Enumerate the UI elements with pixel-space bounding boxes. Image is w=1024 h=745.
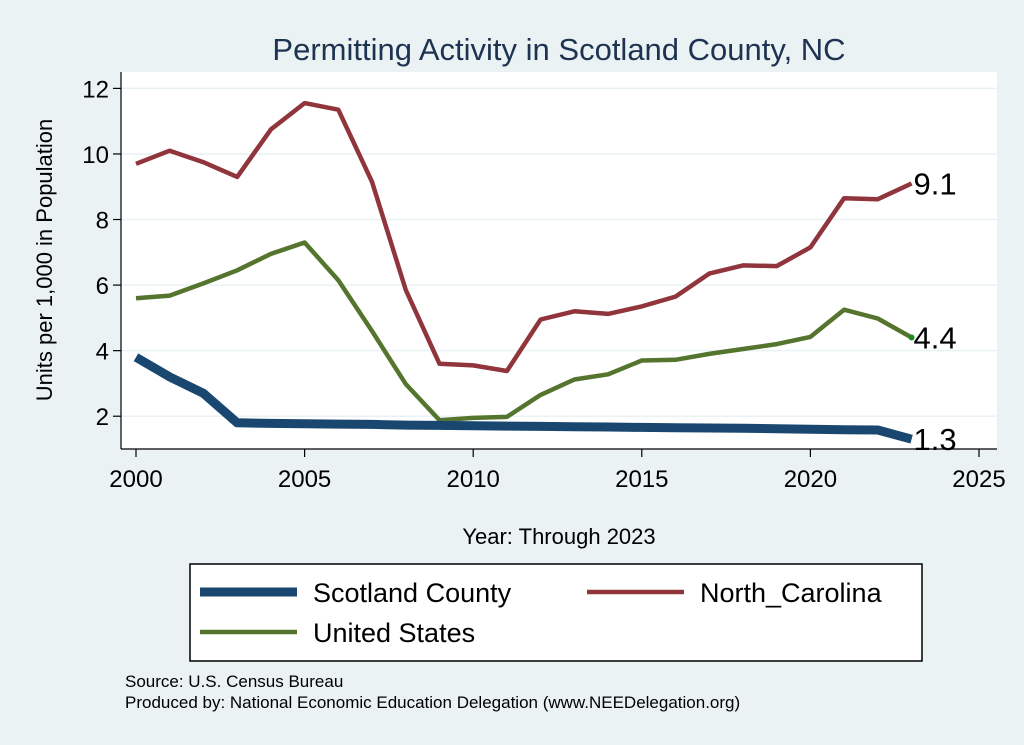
end-label-north-carolina: 9.1 [914, 166, 957, 201]
y-tick-labels: 2 4 6 8 10 12 [82, 76, 109, 431]
grid-lines [121, 87, 997, 417]
y-tick-label: 6 [96, 273, 109, 300]
series-line-scotland-county [133, 353, 913, 444]
legend-label-united-states: United States [313, 618, 475, 648]
legend-box [189, 563, 923, 662]
end-labels: 1.3 9.1 4.4 [908, 166, 957, 457]
x-tick-labels: 2000 2005 2010 2015 2020 2025 [109, 466, 1005, 493]
axes [113, 72, 997, 457]
produced-by-note: Produced by: National Economic Education… [125, 693, 740, 712]
x-axis-title: Year: Through 2023 [462, 524, 655, 549]
y-tick-label: 4 [96, 339, 109, 366]
legend: Scotland County North_Carolina United Stat… [200, 578, 883, 648]
legend-label-north-carolina: North_Carolina [700, 578, 883, 608]
x-tick-label: 2020 [784, 466, 837, 493]
y-tick-label: 10 [82, 142, 109, 169]
x-tick-label: 2025 [952, 466, 1005, 493]
y-axis-title: Units per 1,000 in Population [32, 119, 57, 402]
source-note: Source: U.S. Census Bureau [125, 672, 343, 691]
chart-title: Permitting Activity in Scotland County, … [272, 32, 845, 67]
y-tick-label: 8 [96, 208, 109, 235]
y-tick-label: 2 [96, 404, 109, 431]
legend-label-scotland-county: Scotland County [313, 578, 512, 608]
end-label-scotland-county: 1.3 [914, 422, 957, 457]
series-lines [133, 100, 913, 444]
x-tick-label: 2005 [278, 466, 331, 493]
end-label-united-states: 4.4 [914, 321, 957, 356]
y-tick-label: 12 [82, 76, 109, 103]
series-line-united-states [135, 240, 913, 423]
x-tick-label: 2000 [109, 466, 162, 493]
x-tick-label: 2015 [615, 466, 668, 493]
series-line-north-carolina [135, 100, 913, 374]
end-marker-united-states [908, 334, 915, 341]
x-tick-label: 2010 [447, 466, 500, 493]
